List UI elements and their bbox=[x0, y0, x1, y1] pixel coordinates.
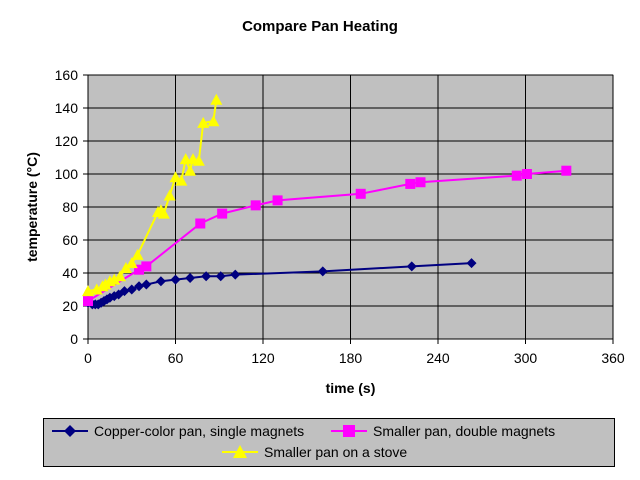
chart-title: Compare Pan Heating bbox=[242, 18, 398, 35]
data-point bbox=[163, 189, 176, 201]
data-point bbox=[415, 177, 426, 188]
legend-item-stove: Smaller pan on a stove bbox=[220, 444, 407, 460]
data-point bbox=[170, 274, 181, 285]
data-point bbox=[184, 164, 197, 176]
data-point bbox=[131, 248, 144, 260]
data-point bbox=[119, 262, 132, 274]
data-point bbox=[175, 174, 188, 186]
data-point bbox=[197, 116, 210, 128]
data-point bbox=[355, 188, 366, 199]
data-point bbox=[141, 261, 152, 272]
y-axis-label: temperature (°C) bbox=[24, 152, 40, 262]
legend-item-copper: Copper-color pan, single magnets bbox=[50, 423, 304, 439]
x-tick-label: 180 bbox=[339, 350, 363, 366]
data-point bbox=[141, 279, 152, 290]
data-point bbox=[210, 93, 223, 105]
data-point bbox=[169, 171, 182, 183]
data-point bbox=[157, 207, 170, 219]
data-point bbox=[466, 258, 477, 269]
x-tick-label: 360 bbox=[601, 350, 625, 366]
y-tick-label: 160 bbox=[55, 67, 79, 83]
x-tick-label: 120 bbox=[251, 350, 275, 366]
x-tick-label: 60 bbox=[168, 350, 184, 366]
y-tick-label: 80 bbox=[62, 199, 78, 215]
x-tick-label: 0 bbox=[84, 350, 92, 366]
data-point bbox=[406, 261, 417, 272]
x-axis-label: time (s) bbox=[326, 380, 376, 396]
y-tick-label: 0 bbox=[70, 331, 78, 347]
data-point bbox=[195, 218, 206, 229]
data-point bbox=[230, 269, 241, 280]
data-point bbox=[207, 115, 220, 127]
y-tick-label: 120 bbox=[55, 133, 79, 149]
data-point bbox=[82, 285, 94, 297]
data-point bbox=[215, 271, 226, 282]
x-tick-label: 300 bbox=[514, 350, 538, 366]
legend: Copper-color pan, single magnets Smaller… bbox=[43, 418, 615, 467]
data-point bbox=[125, 257, 138, 269]
data-point bbox=[317, 266, 328, 277]
data-point bbox=[250, 200, 261, 211]
data-point bbox=[126, 284, 137, 295]
y-tick-label: 20 bbox=[62, 298, 78, 314]
data-point bbox=[185, 272, 196, 283]
data-point bbox=[155, 276, 166, 287]
data-point bbox=[192, 154, 205, 166]
data-point bbox=[134, 264, 145, 275]
data-point bbox=[217, 208, 228, 219]
legend-item-double: Smaller pan, double magnets bbox=[329, 423, 555, 439]
data-point bbox=[521, 169, 532, 179]
x-tick-label: 240 bbox=[426, 350, 450, 366]
data-point bbox=[272, 195, 283, 206]
data-point bbox=[561, 165, 572, 176]
data-point bbox=[108, 273, 121, 285]
legend-label: Smaller pan, double magnets bbox=[373, 423, 556, 439]
legend-label: Smaller pan on a stove bbox=[264, 444, 408, 460]
data-point bbox=[405, 178, 416, 189]
data-point bbox=[114, 270, 127, 282]
data-point bbox=[119, 286, 130, 297]
data-point bbox=[134, 281, 145, 292]
data-point bbox=[511, 170, 522, 181]
y-tick-label: 60 bbox=[62, 232, 78, 248]
data-point bbox=[83, 296, 93, 307]
y-tick-label: 40 bbox=[62, 265, 78, 281]
legend-label: Copper-color pan, single magnets bbox=[94, 423, 305, 439]
y-tick-label: 100 bbox=[55, 166, 79, 182]
data-point bbox=[201, 271, 212, 282]
y-tick-label: 140 bbox=[55, 100, 79, 116]
data-point bbox=[90, 283, 103, 295]
